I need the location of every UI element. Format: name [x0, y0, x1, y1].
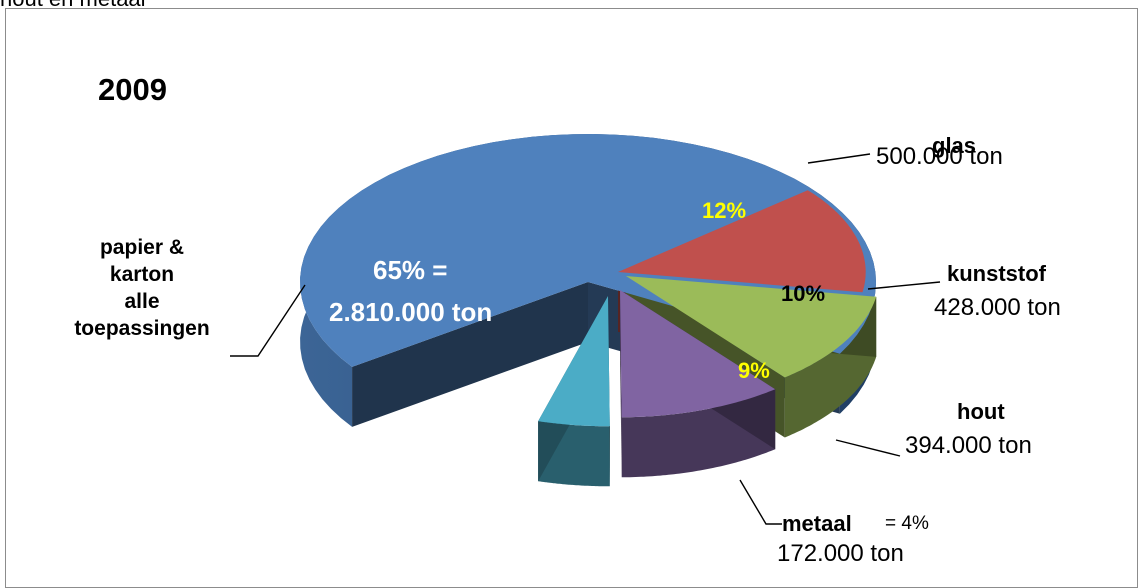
slice-glas-pct: 12%	[702, 198, 747, 223]
slice-4	[538, 296, 610, 427]
leader-line-1	[807, 153, 871, 164]
label-glas: glas	[932, 133, 977, 158]
pie-chart	[230, 134, 941, 525]
label-kunststof: kunststof	[947, 261, 1046, 286]
slice-kunststof-pct: 10%	[781, 281, 826, 306]
leader-line-2	[867, 281, 941, 290]
label-hout: hout	[957, 399, 1005, 424]
top-caption: hout en metaal	[0, 0, 146, 12]
value-metaal: 172.000 ton	[777, 540, 904, 567]
leader-line-3	[835, 439, 901, 457]
leader-line-4	[739, 479, 782, 525]
label-metaal: metaal	[782, 511, 852, 536]
label-papier-line-1: papier &	[99, 236, 185, 259]
slice-wall-b-3	[620, 290, 622, 478]
slice-papier-pct: 65% =	[373, 255, 448, 285]
value-kunststof: 428.000 ton	[934, 294, 1061, 321]
slice-side-2	[784, 296, 877, 438]
slice-2	[626, 276, 877, 378]
value-glas: 500.000 ton	[876, 143, 1003, 170]
label-papier: papier & karton alle toepassingen	[42, 234, 242, 342]
slice-papier-value: 2.810.000 ton	[329, 297, 493, 327]
label-papier-line-2: karton	[109, 263, 175, 286]
value-hout: 394.000 ton	[905, 432, 1032, 459]
pct-metaal: = 4%	[885, 513, 929, 534]
slice-3	[620, 290, 776, 418]
label-papier-line-3: alle	[124, 290, 160, 313]
chart-title: 2009	[98, 72, 167, 107]
label-papier-line-4: toepassingen	[74, 317, 210, 340]
slice-wall-a-0	[352, 282, 588, 427]
slice-hout-pct: 9%	[738, 358, 770, 383]
slice-1	[618, 190, 866, 293]
leader-line-0	[230, 284, 306, 357]
